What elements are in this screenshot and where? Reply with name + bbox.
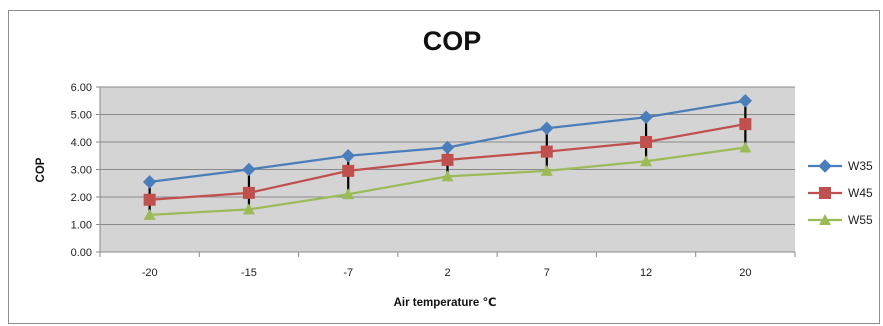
point-w45 <box>342 164 355 177</box>
x-tick-label: 7 <box>544 267 550 279</box>
point-w45 <box>441 153 454 166</box>
point-w45 <box>143 193 156 206</box>
point-w45 <box>540 145 553 158</box>
point-w55 <box>640 155 653 167</box>
legend-label-w55: W55 <box>848 213 873 227</box>
y-tick-label: 5.00 <box>71 110 92 122</box>
y-tick-label: 4.00 <box>71 137 92 149</box>
y-axis-label: COP <box>35 157 47 182</box>
x-tick-label: -20 <box>142 267 158 279</box>
point-w55 <box>540 164 553 176</box>
x-tick-label: 20 <box>739 267 751 279</box>
point-w35 <box>341 149 355 163</box>
point-w55 <box>242 203 255 215</box>
x-tick-label: 2 <box>444 267 450 279</box>
point-w45 <box>739 118 752 131</box>
point-w55 <box>441 170 454 182</box>
point-w55 <box>739 141 752 153</box>
legend-label-w45: W45 <box>848 186 873 200</box>
point-w45 <box>640 136 653 148</box>
point-w35 <box>540 121 554 135</box>
y-tick-label: 0.00 <box>71 247 92 259</box>
legend-label-w35: W35 <box>848 159 873 173</box>
x-tick-label: 12 <box>640 267 652 279</box>
point-w45 <box>242 186 255 199</box>
chart-title: COP <box>423 26 482 56</box>
y-tick-label: 2.00 <box>71 192 92 204</box>
legend-marker-w55 <box>819 214 831 225</box>
y-tick-label: 3.00 <box>71 165 92 177</box>
point-w35 <box>639 110 653 124</box>
point-w35 <box>142 175 157 189</box>
point-w55 <box>342 188 355 200</box>
y-tick-label: 6.00 <box>71 82 92 94</box>
x-tick-label: -15 <box>241 267 257 279</box>
point-w35 <box>738 94 753 108</box>
legend-marker-w45 <box>819 187 831 199</box>
x-tick-label: -7 <box>343 267 353 279</box>
point-w35 <box>242 162 256 177</box>
point-w55 <box>143 208 156 220</box>
point-w35 <box>440 140 455 155</box>
y-tick-label: 1.00 <box>71 220 92 232</box>
legend-marker-w35 <box>818 159 832 173</box>
x-axis-label: Air temperature ℃ <box>394 297 497 309</box>
